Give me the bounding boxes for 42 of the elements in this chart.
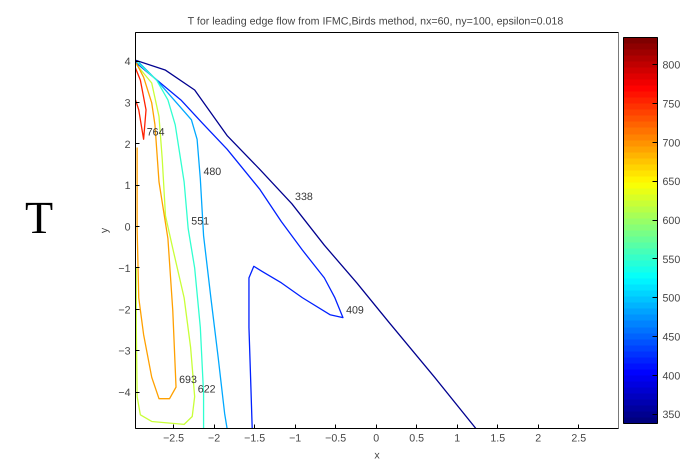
color-bar-label: 800	[662, 60, 680, 72]
x-tick-label: 0.5	[409, 432, 424, 444]
series-label: 480	[203, 166, 222, 178]
line-series	[136, 67, 147, 140]
x-tick-label: 1.5	[490, 432, 506, 444]
series-label: 409	[346, 304, 364, 317]
x-tick-label: 0	[373, 432, 380, 444]
y-tick-label: 4	[124, 56, 131, 68]
y-tick-label: 3	[124, 97, 131, 110]
color-bar-label: 450	[662, 332, 680, 344]
color-bar-label: 350	[662, 409, 680, 422]
y-tick-label: 0	[124, 222, 131, 234]
x-tick-label: −2.5	[163, 432, 184, 444]
x-tick-label: −1	[289, 432, 302, 444]
series-label: 338	[295, 190, 313, 203]
line-series	[136, 62, 344, 428]
color-bar-label: 400	[662, 370, 680, 382]
y-tick-label: −4	[118, 387, 131, 400]
color-bar-label: 700	[662, 137, 680, 150]
x-tick-label: −1.5	[244, 432, 266, 444]
y-tick-label: 1	[124, 180, 131, 192]
x-tick-label: 2.5	[571, 432, 586, 444]
x-tick-label: 2	[535, 432, 542, 444]
chart-title: T for leading edge flow from IFMC,Birds method, nx=60, ny=100, epsilon=0.018	[188, 16, 564, 28]
text: T	[25, 191, 54, 245]
y-axis-title: y	[98, 227, 110, 234]
y-tick-label: 2	[124, 138, 131, 151]
line-series	[136, 62, 177, 400]
color-bar-label: 650	[662, 176, 680, 188]
x-tick-label: −2	[208, 432, 220, 444]
color-bar-label: 550	[662, 254, 680, 266]
y-tick-label: −3	[118, 346, 131, 358]
x-tick-label: 1	[454, 432, 460, 444]
color-bar-label: 750	[662, 98, 680, 111]
x-tick-label: −0.5	[325, 432, 346, 444]
x-axis-title: x	[374, 450, 380, 462]
y-tick-label: −1	[118, 262, 131, 275]
color-bar-label: 600	[662, 215, 680, 228]
color-bar-label: 500	[662, 292, 680, 305]
line-series	[136, 60, 477, 428]
line-series	[138, 62, 228, 428]
y-tick-label: −2	[118, 304, 131, 316]
